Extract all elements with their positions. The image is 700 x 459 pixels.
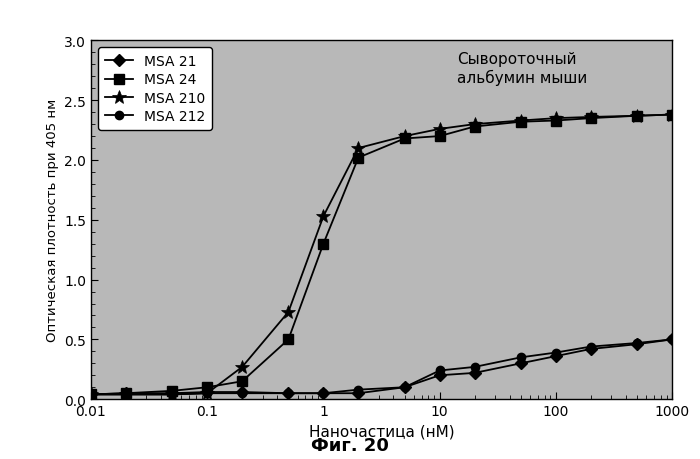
- MSA 210: [354, 146, 363, 151]
- MSA 21: [587, 347, 595, 352]
- MSA 24: [400, 136, 409, 142]
- MSA 212: [238, 391, 246, 396]
- MSA 24: [633, 114, 641, 119]
- MSA 210: [87, 392, 95, 397]
- MSA 210: [435, 127, 444, 132]
- MSA 21: [354, 391, 363, 396]
- MSA 212: [668, 337, 676, 342]
- MSA 24: [284, 337, 293, 342]
- Text: Фиг. 20: Фиг. 20: [311, 437, 389, 454]
- MSA 24: [238, 379, 246, 384]
- MSA 21: [238, 389, 246, 395]
- MSA 212: [552, 350, 560, 356]
- MSA 212: [87, 392, 95, 397]
- MSA 21: [668, 337, 676, 342]
- MSA 210: [284, 309, 293, 315]
- Y-axis label: Оптическая плотность при 405 нм: Оптическая плотность при 405 нм: [46, 99, 59, 341]
- MSA 24: [552, 118, 560, 124]
- Legend: MSA 21, MSA 24, MSA 210, MSA 212: MSA 21, MSA 24, MSA 210, MSA 212: [98, 48, 212, 130]
- MSA 212: [400, 385, 409, 390]
- MSA 21: [470, 370, 479, 376]
- MSA 210: [517, 118, 525, 124]
- MSA 210: [319, 214, 328, 219]
- MSA 21: [87, 392, 95, 397]
- MSA 212: [319, 391, 328, 396]
- X-axis label: Наночастица (нМ): Наночастица (нМ): [309, 424, 454, 439]
- MSA 21: [319, 391, 328, 396]
- MSA 24: [587, 116, 595, 122]
- Line: MSA 21: MSA 21: [87, 336, 676, 399]
- MSA 212: [354, 387, 363, 392]
- MSA 24: [668, 112, 676, 118]
- Line: MSA 24: MSA 24: [86, 111, 677, 399]
- MSA 210: [552, 116, 560, 122]
- MSA 210: [203, 391, 211, 396]
- MSA 210: [668, 112, 676, 118]
- MSA 210: [400, 134, 409, 140]
- MSA 210: [587, 115, 595, 120]
- Line: MSA 212: MSA 212: [87, 336, 676, 399]
- MSA 24: [122, 391, 130, 396]
- MSA 24: [319, 241, 328, 247]
- Line: MSA 210: MSA 210: [84, 108, 679, 402]
- MSA 210: [470, 122, 479, 128]
- MSA 21: [435, 373, 444, 378]
- MSA 24: [517, 120, 525, 125]
- MSA 21: [122, 391, 130, 396]
- MSA 21: [552, 353, 560, 359]
- MSA 24: [470, 124, 479, 130]
- MSA 21: [400, 385, 409, 390]
- MSA 212: [284, 391, 293, 396]
- MSA 212: [203, 391, 211, 396]
- MSA 210: [633, 114, 641, 119]
- MSA 24: [87, 392, 95, 397]
- MSA 24: [354, 156, 363, 161]
- MSA 24: [203, 385, 211, 390]
- MSA 21: [284, 391, 293, 396]
- MSA 24: [435, 134, 444, 140]
- MSA 212: [435, 368, 444, 374]
- MSA 210: [168, 392, 176, 397]
- MSA 212: [587, 344, 595, 350]
- MSA 21: [633, 341, 641, 347]
- MSA 212: [470, 364, 479, 370]
- MSA 21: [168, 391, 176, 396]
- MSA 210: [122, 392, 130, 397]
- MSA 24: [168, 388, 176, 394]
- MSA 210: [238, 364, 246, 370]
- MSA 212: [122, 392, 130, 397]
- MSA 212: [517, 355, 525, 360]
- MSA 21: [203, 389, 211, 395]
- Text: Сывороточный
альбумин мыши: Сывороточный альбумин мыши: [457, 52, 587, 86]
- MSA 212: [168, 392, 176, 397]
- MSA 21: [517, 361, 525, 366]
- MSA 212: [633, 341, 641, 346]
